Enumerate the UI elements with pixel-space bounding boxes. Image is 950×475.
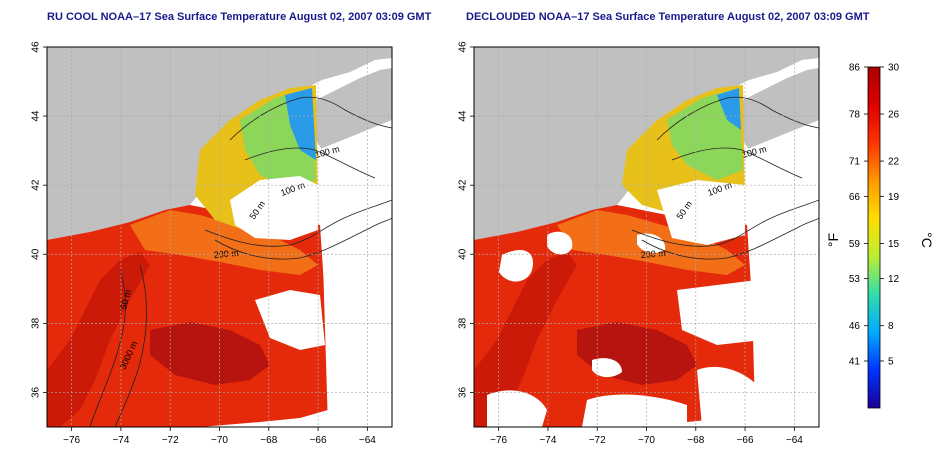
y-tick-label: 40 [31,248,42,260]
graticule [47,47,392,427]
map-panel-raw: 100 m 100 m 50 m 200 m 50 m 3000 m −76 −7… [31,41,393,446]
sst-shelf-red [47,252,150,427]
fahrenheit-tick-label: 71 [849,157,861,168]
y-tick-label: 42 [458,179,469,191]
sst-gulf-stream [150,322,270,385]
colorbar: °F °C 86 30 78 26 71 22 66 19 59 15 53 12 46 8 41 5 [825,63,935,409]
clouds-white [255,290,325,350]
celsius-tick-label: 26 [888,110,900,121]
fahrenheit-tick-label: 78 [849,110,861,121]
x-tick-label: −68 [260,435,277,446]
sst-cold-blue [717,88,741,130]
celsius-tick-label: 22 [888,157,900,168]
celsius-tick-label: 5 [888,356,894,367]
y-tick-label: 36 [458,386,469,398]
fahrenheit-tick-label: 41 [849,356,861,367]
x-tick-label: −72 [162,435,179,446]
colorbar-scale [867,66,881,409]
map-axes: −76 −74 −72 −70 −68 −66 −64 36 38 40 42 44 46 [458,41,804,446]
x-tick-label: −74 [112,435,129,446]
celsius-tick-label: 19 [888,192,900,203]
celsius-tick-label: 8 [888,321,894,332]
colorbar-ticks: 86 30 78 26 71 22 66 19 59 15 53 12 46 8 41 5 [849,63,900,368]
bathymetry-contours [631,96,819,260]
graticule [474,47,819,427]
x-tick-label: −72 [589,435,606,446]
y-tick-label: 46 [31,41,42,53]
map-panel-declouded: 100 m 100 m 50 m 200 m −76 −74 −72 −70 −68 −6… [458,41,820,446]
y-tick-label: 36 [31,386,42,398]
fahrenheit-tick-label: 59 [849,239,861,250]
x-tick-label: −76 [63,435,80,446]
land-mass [474,47,819,365]
bathymetry-contours [89,96,392,427]
celsius-tick-label: 12 [888,274,900,285]
y-tick-label: 42 [31,179,42,191]
fahrenheit-tick-label: 46 [849,321,861,332]
y-tick-label: 44 [31,110,42,122]
fahrenheit-label: °F [825,233,841,247]
x-tick-label: −70 [211,435,228,446]
left-panel-title: RU COOL NOAA–17 Sea Surface Temperature … [47,11,432,23]
fahrenheit-tick-label: 86 [849,63,861,74]
cloud-mask [487,120,819,427]
map-axes: −76 −74 −72 −70 −68 −66 −64 36 38 40 42 44 46 [31,41,377,446]
x-tick-label: −76 [490,435,507,446]
x-tick-label: −68 [687,435,704,446]
y-tick-label: 40 [458,248,469,260]
celsius-tick-label: 30 [888,63,900,74]
x-tick-label: −64 [786,435,803,446]
x-tick-label: −74 [539,435,556,446]
celsius-label: °C [919,232,935,248]
x-tick-label: −66 [310,435,327,446]
x-tick-label: −64 [359,435,376,446]
georges-bank-white [230,176,318,240]
x-tick-label: −66 [737,435,754,446]
land-mass [47,47,392,365]
right-panel-title: DECLOUDED NOAA–17 Sea Surface Temperatur… [466,11,870,23]
y-tick-label: 38 [31,317,42,329]
y-tick-label: 46 [458,41,469,53]
y-tick-label: 38 [458,317,469,329]
fahrenheit-tick-label: 66 [849,192,861,203]
no-data-east [318,120,392,427]
celsius-tick-label: 15 [888,239,900,250]
y-tick-label: 44 [458,110,469,122]
sst-cold-blue [285,88,316,160]
sst-shelf-red [474,252,577,427]
x-tick-label: −70 [638,435,655,446]
fahrenheit-tick-label: 53 [849,274,861,285]
